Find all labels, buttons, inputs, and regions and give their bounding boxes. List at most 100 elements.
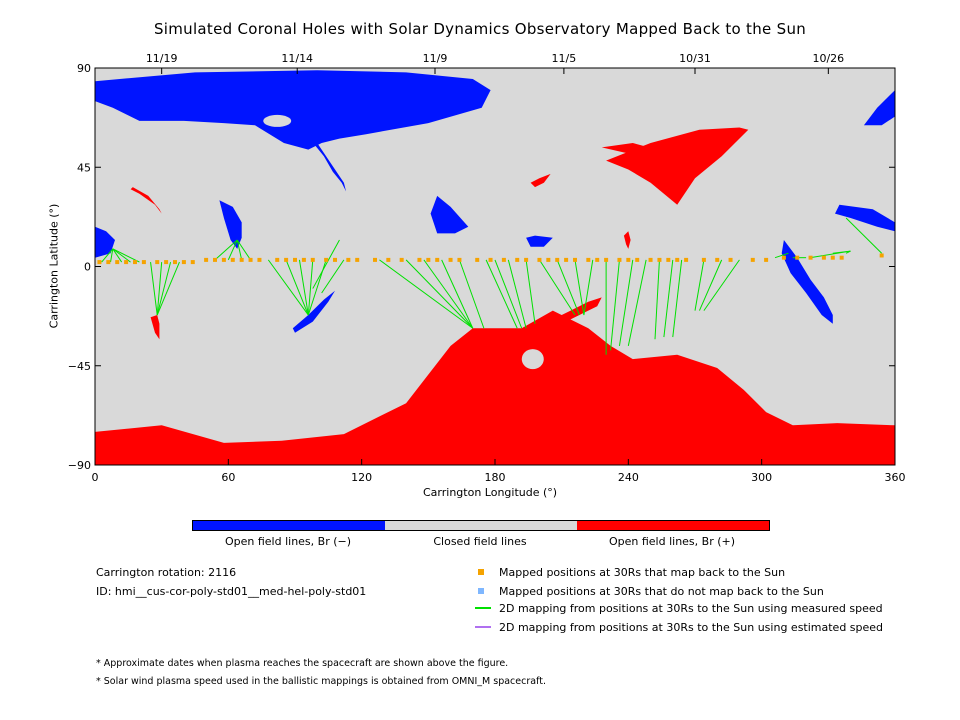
mapping-line-measured [150,262,158,316]
legend-unmapped-label: Mapped positions at 30Rs that do not map… [499,585,824,598]
x-tick-label: 0 [92,471,99,484]
colorbar-label-negative: Open field lines, Br (−) [224,535,352,548]
mapped-position [97,260,102,265]
mapping-line-measured [423,259,474,329]
axes: 0 60 120 180 240 300 360 90 45 0 −45 −90 11/19 11/14 1… [68,52,906,484]
legend-unmapped-marker [478,588,484,594]
mapped-position [133,260,137,265]
mapped-position [781,255,786,260]
x-tick-label: 120 [351,471,372,484]
mapping-line-measured [156,262,163,316]
mapping-line-measured [525,259,536,324]
mapped-position [164,260,169,265]
mapping-line-measured [539,259,576,316]
mapped-position [155,260,160,265]
x-tick-label: 60 [221,471,235,484]
model-id: ID: hmi__cus-cor-poly-std01__med-hel-pol… [96,585,367,598]
mapped-position [373,257,377,262]
coronal-hole-positive [95,310,895,465]
mapped-position [617,257,622,262]
mapping-line-measured [298,259,309,316]
coronal-hole-negative [315,143,347,192]
carrington-rotation: Carrington rotation: 2116 [96,566,237,579]
mapped-position [635,257,640,262]
mapping-line-measured [610,259,620,351]
x-tick-label: 300 [751,471,772,484]
mapped-position [750,257,755,262]
mapping-line-measured [832,250,851,254]
y-tick-label: 90 [77,62,91,75]
note-speed: * Solar wind plasma speed used in the ba… [96,676,546,687]
mapped-position [124,260,129,265]
coronal-hole-negative [835,204,895,232]
mapped-position [604,257,609,262]
mapped-position [564,257,569,262]
mapped-position [555,257,560,262]
mapped-position [221,257,226,262]
mapped-position [546,257,551,262]
y-tick-label: −90 [68,459,91,472]
colorbar-label-positive: Open field lines, Br (+) [608,535,736,548]
mapped-position [248,257,253,262]
mapped-position [293,257,297,262]
mapping-line-measured [227,239,238,261]
mapping-line-measured [774,252,789,259]
coronal-hole-positive [530,173,551,188]
mapping-line-measured [321,259,345,294]
chart-title: Simulated Coronal Holes with Solar Dynam… [153,20,807,38]
mapped-position [715,257,720,262]
colorbar-negative [193,521,385,530]
mapped-position [284,257,289,262]
mapped-position [275,257,280,262]
mapping-line-measured [494,259,523,329]
colorbar-label-closed: Closed field lines [433,535,527,548]
mapped-position [675,257,680,262]
mapped-position [537,257,542,262]
mapping-line-measured [236,239,243,260]
mapped-position [239,257,244,262]
y-tick-label: −45 [68,360,91,373]
colorbar-closed [385,521,577,530]
coronal-hole-positive [130,187,162,214]
mapped-position [457,257,462,262]
y-tick-label: 45 [77,161,91,174]
mapping-line-measured [112,248,123,263]
mapped-position [830,255,835,260]
mapping-line-measured [285,259,309,316]
coronal-hole-negative [781,240,833,324]
mapped-position [821,255,826,260]
coronal-hole-negative [95,70,491,150]
mapped-position [586,257,591,262]
mapped-position [839,255,844,260]
mapped-position [173,260,177,265]
mapping-line-measured [485,259,518,329]
mapped-position [701,257,706,262]
mapping-line-measured [307,259,314,316]
mapped-position [573,257,577,262]
legend-mapped-marker [478,569,484,575]
colorbar-positive [577,521,769,530]
coronal-hole-positive [150,315,160,340]
mapping-line-measured [698,259,723,311]
mapped-position [426,257,431,262]
legend-estimated-line [475,626,491,628]
x-tick-label: 240 [618,471,639,484]
mapping-line-measured [156,261,180,316]
coronal-hole-negative [219,200,242,249]
colorbar [192,520,770,531]
mapping-line-measured [507,259,527,329]
mapped-position [795,255,800,260]
mapped-position [417,257,422,262]
mapped-position [141,260,146,265]
mapping-line-measured [556,259,580,316]
mapped-position [230,257,235,262]
mapping-line-measured [441,259,474,329]
mapped-position [435,257,440,262]
mapped-position [648,257,653,262]
mapped-position [181,260,186,265]
mapping-line-measured [654,259,660,340]
mapping-line-measured [845,250,851,254]
mapped-position [386,257,391,262]
mapped-position [355,257,360,262]
